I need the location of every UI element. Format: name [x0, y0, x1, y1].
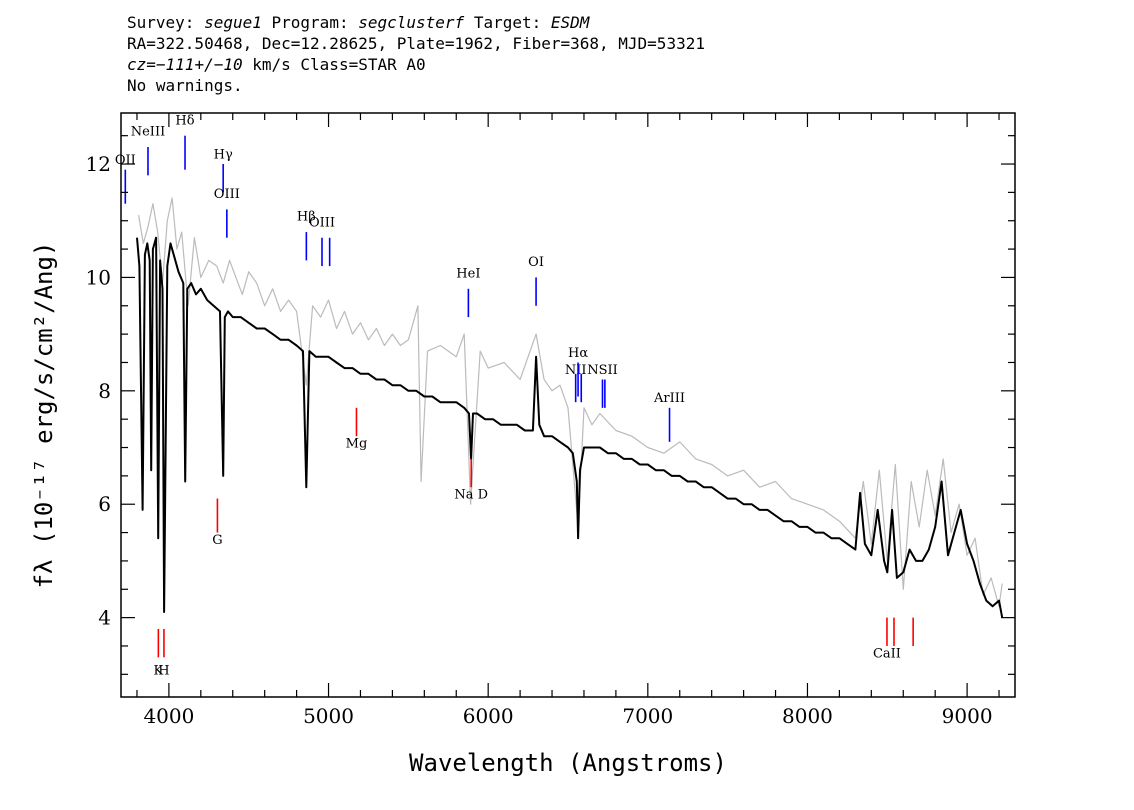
header-line-2: RA=322.50468, Dec=12.28625, Plate=1962, …: [127, 34, 705, 53]
survey-value: segue1: [204, 13, 262, 32]
absorption-line-label: Mg: [346, 437, 368, 452]
cz-label: cz=: [127, 55, 156, 74]
emission-line-label: ArIII: [653, 391, 685, 406]
absorption-line-label: K: [153, 663, 163, 678]
emission-line-label: NII: [565, 363, 587, 378]
emission-line-label: OIII: [214, 187, 240, 202]
target-label: Target:: [473, 13, 542, 32]
y-axis-label: fλ (10⁻¹⁷ erg/s/cm²/Ang): [30, 242, 58, 589]
y-tick-label: 4: [98, 606, 111, 630]
program-label: Program:: [271, 13, 349, 32]
emission-line-label: NSII: [587, 363, 618, 378]
x-tick-label: 5000: [303, 704, 354, 728]
header-line-1: Survey: segue1 Program: segclusterf Targ…: [127, 12, 705, 33]
absorption-line-label: H: [158, 663, 169, 678]
x-axis-label: Wavelength (Angstroms): [409, 749, 727, 777]
x-tick-label: 6000: [463, 704, 514, 728]
emission-line-label: Hδ: [175, 113, 194, 128]
absorption-line-label: CaII: [873, 646, 901, 661]
emission-line-label: Hβ: [297, 210, 316, 225]
spectrum-header: Survey: segue1 Program: segclusterf Targ…: [127, 12, 705, 96]
noisy-spectrum-line: [138, 197, 1003, 607]
absorption-line-label: G: [212, 533, 222, 548]
x-tick-label: 7000: [622, 704, 673, 728]
y-tick-label: 10: [86, 265, 111, 289]
program-value: segclusterf: [358, 13, 465, 32]
plot-frame: [120, 112, 1016, 698]
survey-label: Survey:: [127, 13, 195, 32]
noisy-spectrum-group: [138, 197, 1003, 607]
target-value: ESDM: [550, 13, 590, 32]
smooth-spectrum-line: [136, 236, 1004, 618]
emission-line-label: OIII: [309, 215, 335, 230]
line-markers-group: OIINeIIIHδHγOIIIHβOIIIHeIOINIIHαNSIIArII…: [115, 113, 914, 678]
absorption-line-label: Na D: [454, 488, 488, 503]
y-tick-label: 6: [98, 492, 111, 516]
header-line-4: No warnings.: [127, 76, 243, 95]
header-line-3: cz=−111+/−10 km/s Class=STAR A0: [127, 54, 705, 75]
x-tick-label: 8000: [782, 704, 833, 728]
y-tick-label: 12: [86, 152, 111, 176]
emission-line-label: Hγ: [214, 147, 233, 162]
emission-line-label: HeI: [456, 266, 480, 281]
emission-line-label: NeIII: [131, 125, 165, 140]
x-tick-label: 9000: [942, 704, 993, 728]
emission-line-label: OII: [115, 153, 136, 168]
smooth-spectrum-group: [136, 236, 1004, 618]
cz-value: −111+/−10: [155, 55, 243, 74]
emission-line-label: OI: [528, 255, 544, 270]
axis-ticks-group: 4000 5000 6000 7000 8000 9000 4 6 8 10 12: [86, 113, 1015, 728]
emission-line-label: Hα: [568, 346, 588, 361]
cz-unit-class: km/s Class=STAR A0: [242, 55, 426, 74]
y-tick-label: 8: [98, 379, 111, 403]
x-tick-label: 4000: [143, 704, 194, 728]
